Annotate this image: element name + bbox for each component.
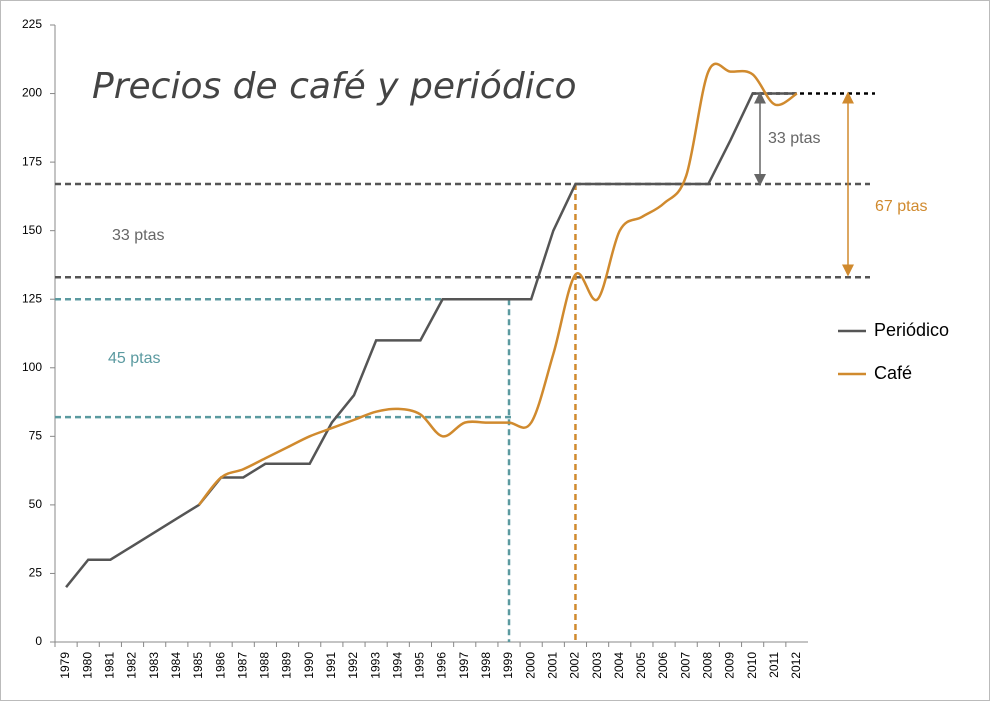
y-tick-label: 0: [35, 634, 42, 648]
chart-title: Precios de café y periódico: [92, 66, 577, 107]
x-tick-label: 1991: [324, 652, 338, 679]
y-tick-label: 150: [22, 223, 42, 237]
x-tick-label: 2007: [678, 652, 692, 679]
y-tick-label: 175: [22, 154, 42, 168]
x-tick-label: 1989: [280, 652, 294, 679]
x-tick-label: 1981: [103, 652, 117, 679]
x-tick-label: 2004: [612, 652, 626, 679]
x-tick-label: 1983: [147, 652, 161, 679]
x-tick-label: 2009: [723, 652, 737, 679]
x-tick-label: 1985: [191, 652, 205, 679]
y-tick-label: 25: [29, 566, 43, 580]
y-tick-label: 125: [22, 291, 42, 305]
x-tick-label: 1996: [435, 652, 449, 679]
x-tick-label: 2005: [634, 652, 648, 679]
x-tick-label: 1992: [346, 652, 360, 679]
x-tick-label: 2002: [568, 652, 582, 679]
x-tick-label: 1979: [58, 652, 72, 679]
x-tick-label: 1990: [302, 652, 316, 679]
x-tick-label: 1997: [457, 652, 471, 679]
x-tick-label: 1988: [258, 652, 272, 679]
x-tick-label: 1998: [479, 652, 493, 679]
x-tick-label: 2011: [767, 652, 781, 678]
annotation-text: 33 ptas: [112, 227, 164, 244]
annotation-text: 67 ptas: [875, 198, 927, 215]
x-tick-label: 1986: [213, 652, 227, 679]
x-tick-label: 2003: [590, 652, 604, 679]
y-tick-label: 50: [29, 497, 43, 511]
y-tick-label: 225: [22, 17, 42, 31]
x-tick-label: 2001: [545, 652, 559, 679]
y-tick-label: 100: [22, 360, 42, 374]
x-tick-label: 2000: [523, 652, 537, 679]
annotation-text: 45 ptas: [108, 350, 160, 367]
x-tick-label: 2006: [656, 652, 670, 679]
x-tick-label: 1999: [501, 652, 515, 679]
x-tick-label: 1982: [125, 652, 139, 679]
x-tick-label: 1987: [235, 652, 249, 679]
x-tick-label: 2010: [745, 652, 759, 679]
x-tick-label: 1980: [80, 652, 94, 679]
x-tick-label: 2012: [789, 652, 803, 679]
annotation-text: 33 ptas: [768, 130, 820, 147]
series-line: [197, 62, 798, 506]
x-tick-label: 1984: [169, 652, 183, 679]
x-tick-label: 1993: [368, 652, 382, 679]
legend-label: Café: [874, 363, 912, 383]
legend-label: Periódico: [874, 320, 949, 340]
y-tick-label: 200: [22, 86, 42, 100]
series-line: [65, 92, 797, 588]
x-tick-label: 1994: [390, 652, 404, 679]
x-tick-label: 2008: [701, 652, 715, 679]
x-tick-label: 1995: [413, 652, 427, 679]
y-tick-label: 75: [29, 429, 43, 443]
